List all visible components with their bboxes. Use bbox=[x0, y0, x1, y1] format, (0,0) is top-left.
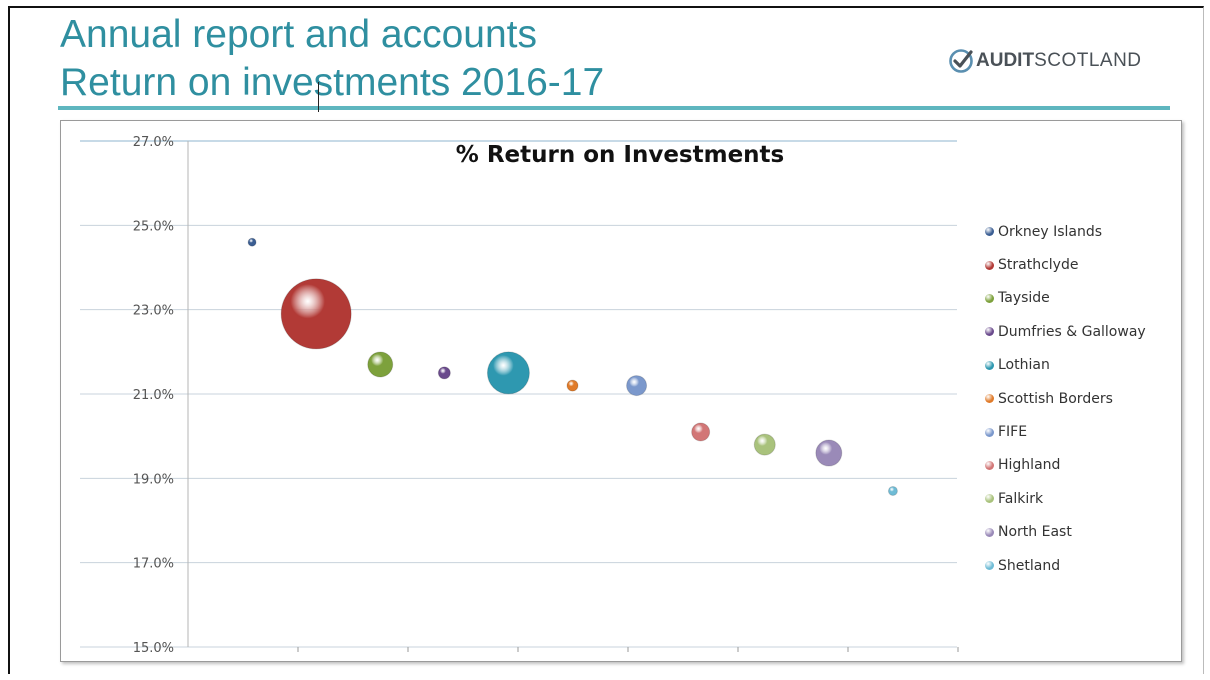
title-divider bbox=[58, 106, 1170, 110]
bubble-strathclyde bbox=[280, 278, 352, 350]
legend-item: Lothian bbox=[985, 349, 1185, 382]
bubble-orkney-islands bbox=[247, 237, 257, 247]
legend-marker bbox=[985, 460, 994, 470]
chart-title: % Return on Investments bbox=[455, 142, 785, 168]
y-tick-label: 23.0% bbox=[133, 304, 174, 319]
legend-item: Tayside bbox=[985, 282, 1185, 315]
legend-marker bbox=[985, 227, 994, 237]
slide-frame bbox=[8, 6, 1204, 674]
legend-item: Shetland bbox=[985, 549, 1185, 582]
bubble-north-east bbox=[815, 439, 843, 467]
legend-marker bbox=[985, 293, 994, 303]
y-tick-label: 15.0% bbox=[133, 641, 174, 656]
audit-scotland-logo: AUDIT SCOTLAND bbox=[948, 48, 1142, 74]
legend-marker bbox=[985, 394, 994, 404]
legend-item: Orkney Islands bbox=[985, 215, 1185, 248]
logo-text-scotland: SCOTLAND bbox=[1034, 50, 1142, 71]
bubble-highland bbox=[691, 422, 711, 442]
legend-item: Strathclyde bbox=[985, 248, 1185, 281]
y-tick-label: 19.0% bbox=[133, 472, 174, 487]
bubble-fife bbox=[626, 375, 648, 397]
legend-item: North East bbox=[985, 516, 1185, 549]
legend-label: North East bbox=[998, 524, 1072, 541]
legend-label: Dumfries & Galloway bbox=[998, 323, 1146, 340]
legend-item: Scottish Borders bbox=[985, 382, 1185, 415]
legend-item: Falkirk bbox=[985, 482, 1185, 515]
check-badge-icon bbox=[949, 49, 973, 73]
legend-marker bbox=[985, 527, 994, 537]
legend-marker bbox=[985, 494, 994, 504]
y-tick-label: 25.0% bbox=[133, 219, 174, 234]
legend-item: Dumfries & Galloway bbox=[985, 315, 1185, 348]
legend-label: Strathclyde bbox=[998, 257, 1079, 274]
bubble-scottish-borders bbox=[566, 379, 579, 392]
page-title: Annual report and accounts bbox=[60, 13, 537, 56]
y-tick-label: 27.0% bbox=[133, 135, 174, 150]
legend-label: Shetland bbox=[998, 557, 1061, 574]
bubble-falkirk bbox=[753, 433, 776, 456]
legend-marker bbox=[985, 561, 994, 571]
legend-marker bbox=[985, 427, 994, 437]
page-subtitle: Return on investments 2016-17 bbox=[60, 61, 605, 104]
legend-marker bbox=[985, 360, 994, 370]
legend-label: Falkirk bbox=[998, 490, 1044, 507]
bubble-tayside bbox=[367, 351, 394, 378]
bubble-dumfries-galloway bbox=[437, 366, 451, 380]
text-cursor bbox=[318, 82, 319, 112]
legend-label: Orkney Islands bbox=[998, 223, 1103, 240]
legend-label: Scottish Borders bbox=[998, 390, 1113, 407]
legend-label: FIFE bbox=[998, 424, 1028, 441]
legend-marker bbox=[985, 260, 994, 270]
legend-marker bbox=[985, 327, 994, 337]
bubble-shetland bbox=[887, 485, 898, 496]
chart-container bbox=[60, 120, 1182, 662]
legend-item: FIFE bbox=[985, 415, 1185, 448]
legend-label: Lothian bbox=[998, 357, 1050, 374]
legend-item: Highland bbox=[985, 449, 1185, 482]
y-tick-label: 17.0% bbox=[133, 557, 174, 572]
chart-legend: Orkney Islands Strathclyde Tayside Dumfries… bbox=[985, 215, 1185, 582]
y-tick-label: 21.0% bbox=[133, 388, 174, 403]
legend-label: Tayside bbox=[998, 290, 1050, 307]
legend-label: Highland bbox=[998, 457, 1061, 474]
bubble-lothian bbox=[486, 351, 530, 395]
logo-text-audit: AUDIT bbox=[976, 50, 1035, 71]
